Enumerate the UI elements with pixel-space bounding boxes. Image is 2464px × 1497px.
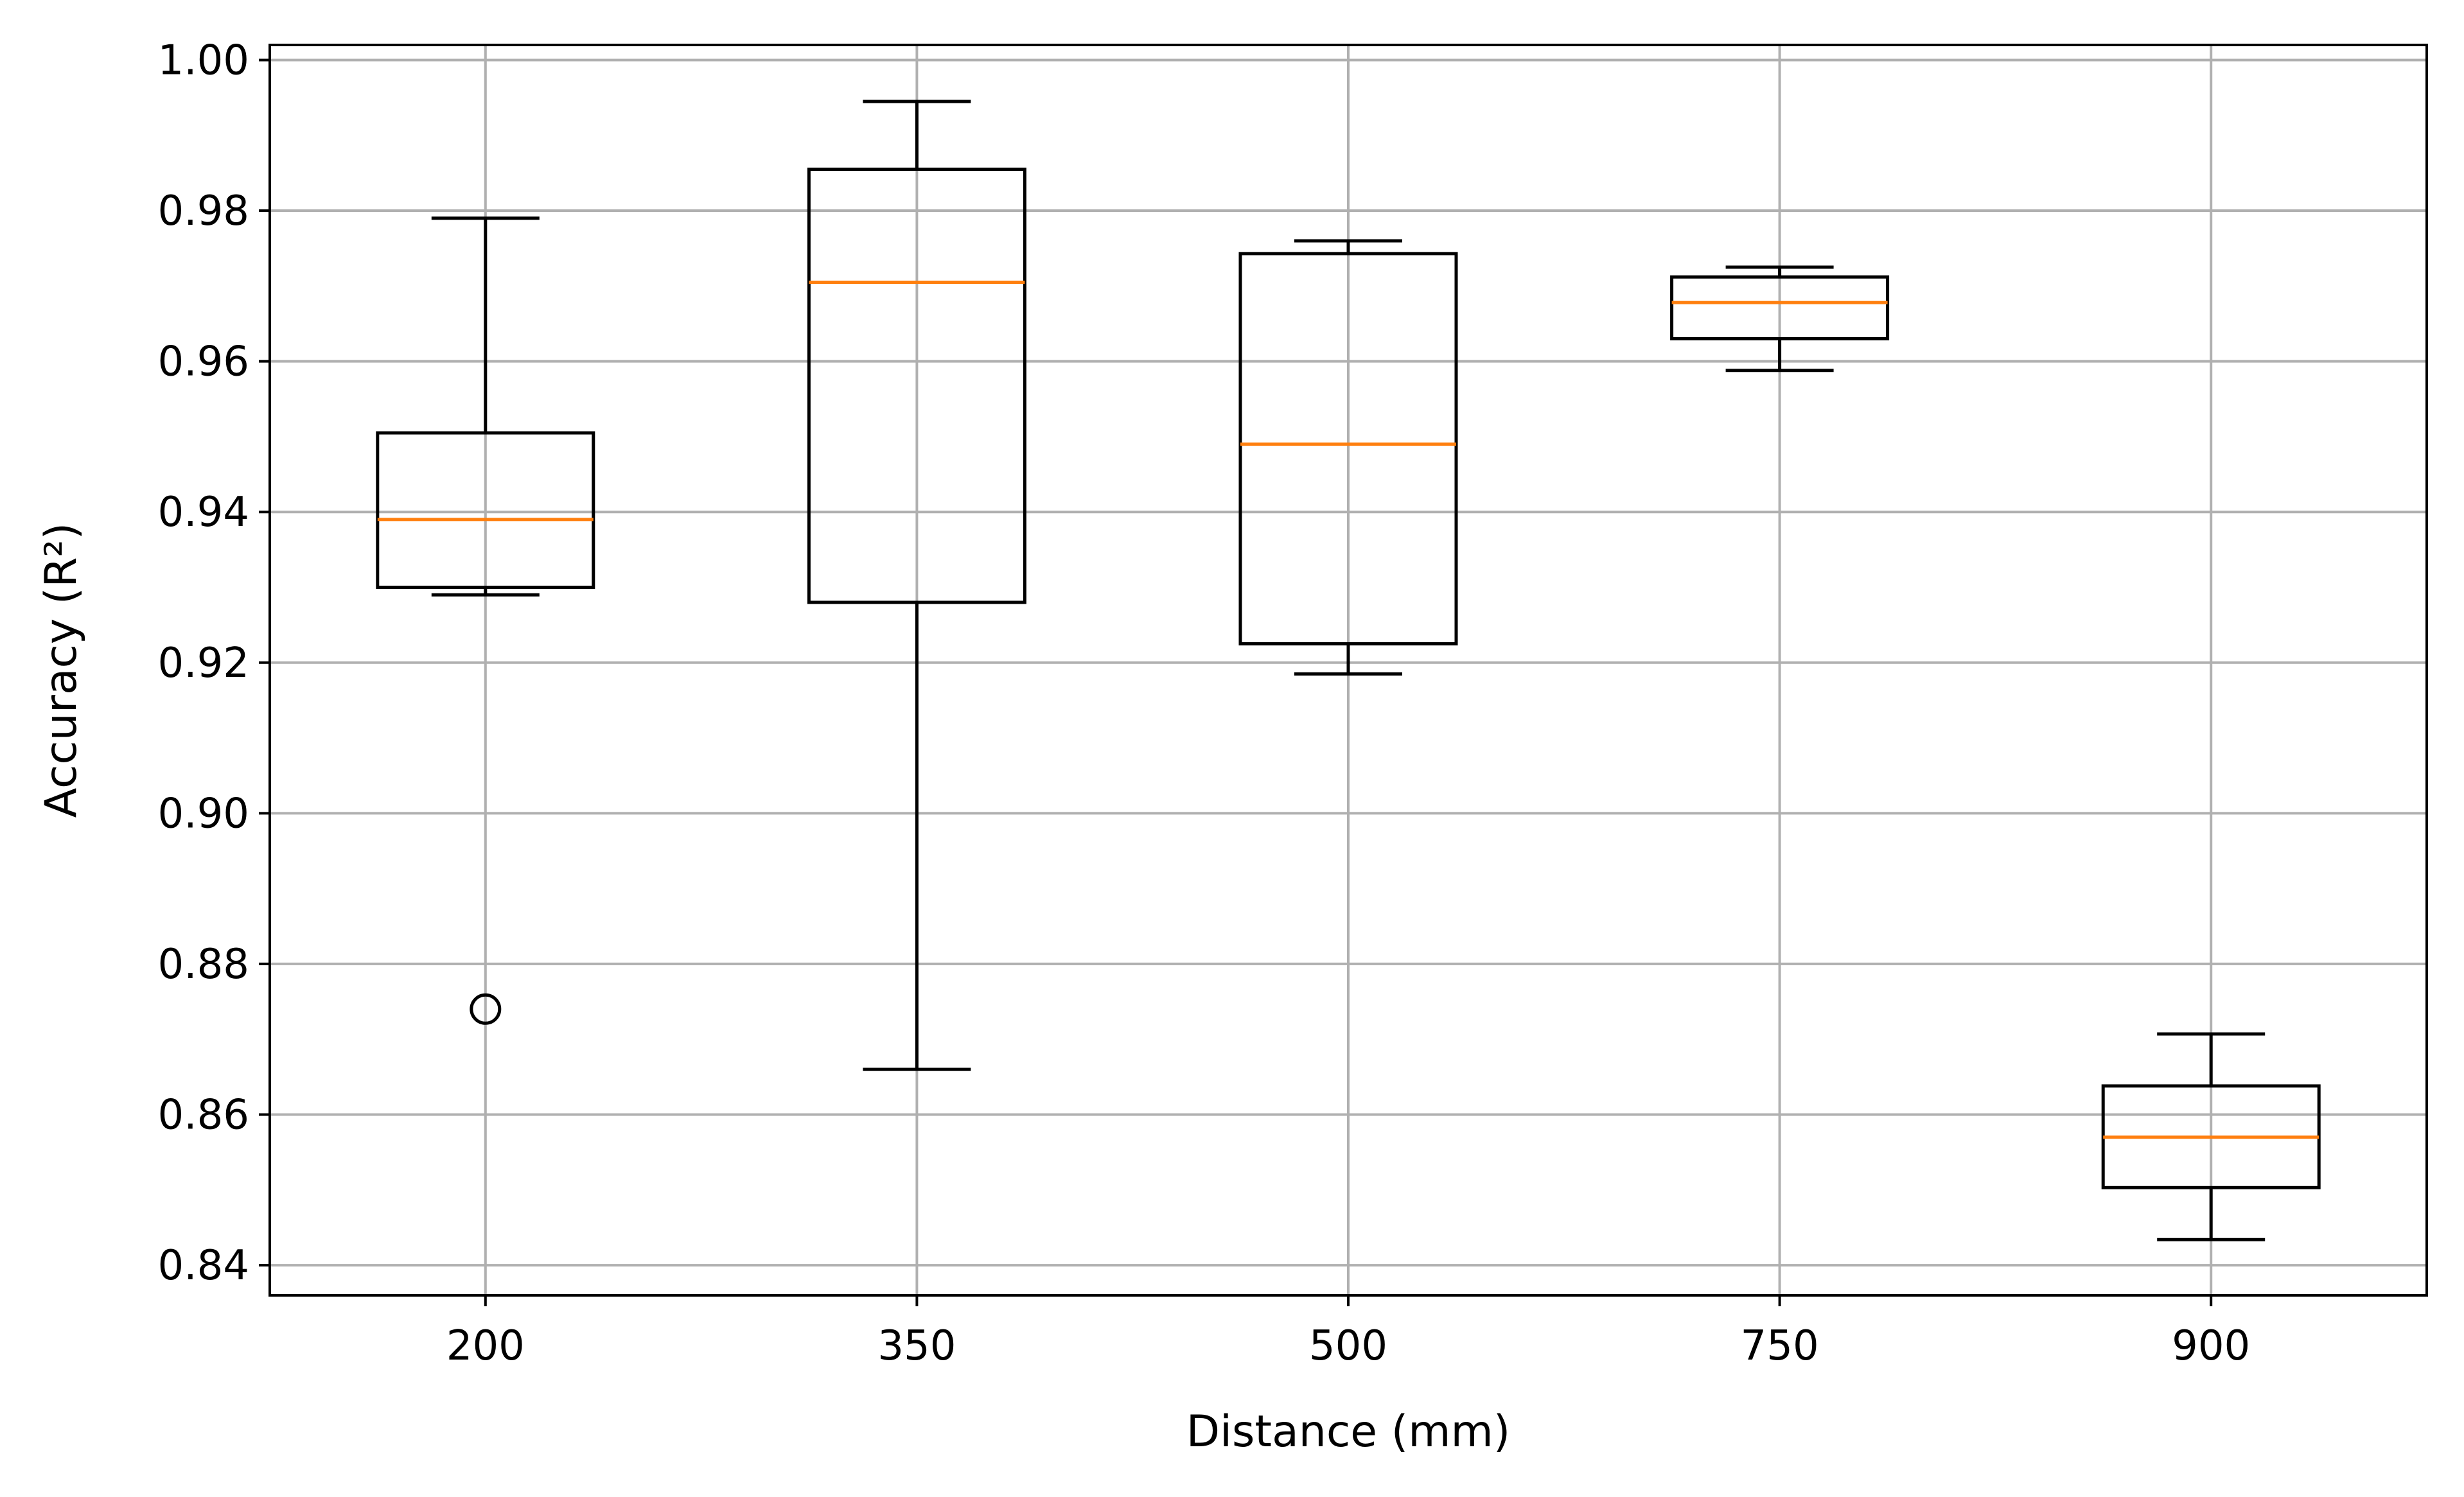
y-tick-label: 0.96 [158, 338, 250, 386]
boxes [376, 100, 2321, 1241]
x-tick-label: 900 [2172, 1322, 2250, 1370]
iqr-box [807, 168, 1026, 604]
x-tick-label: 500 [1309, 1322, 1387, 1370]
x-axis-label: Distance (mm) [1186, 1406, 1511, 1457]
x-tick-label: 350 [877, 1322, 956, 1370]
iqr-box [1670, 275, 1890, 340]
y-tick-label: 1.00 [158, 37, 250, 84]
y-tick-label: 0.92 [158, 640, 250, 687]
iqr-box [1238, 252, 1458, 645]
axis-ticks: 0.84 0.86 0.88 0.90 0.92 0.94 0.96 0.98 1.00 200 3… [158, 37, 2251, 1370]
y-tick-label: 0.84 [158, 1242, 250, 1290]
y-tick-label: 0.94 [158, 489, 250, 536]
box-500 [1238, 239, 1458, 676]
box-350 [807, 100, 1026, 1071]
box-200 [376, 216, 595, 1025]
y-axis-label: Accuracy (R²) [36, 523, 87, 818]
outlier-point [470, 993, 502, 1025]
y-tick-label: 0.86 [158, 1092, 250, 1139]
box-900 [2101, 1032, 2321, 1241]
y-tick-label: 0.88 [158, 941, 250, 988]
y-tick-label: 0.98 [158, 188, 250, 235]
box-750 [1670, 265, 1890, 372]
iqr-box [376, 431, 595, 589]
x-tick-label: 200 [446, 1322, 525, 1370]
y-tick-label: 0.90 [158, 790, 250, 837]
x-tick-label: 750 [1741, 1322, 1819, 1370]
